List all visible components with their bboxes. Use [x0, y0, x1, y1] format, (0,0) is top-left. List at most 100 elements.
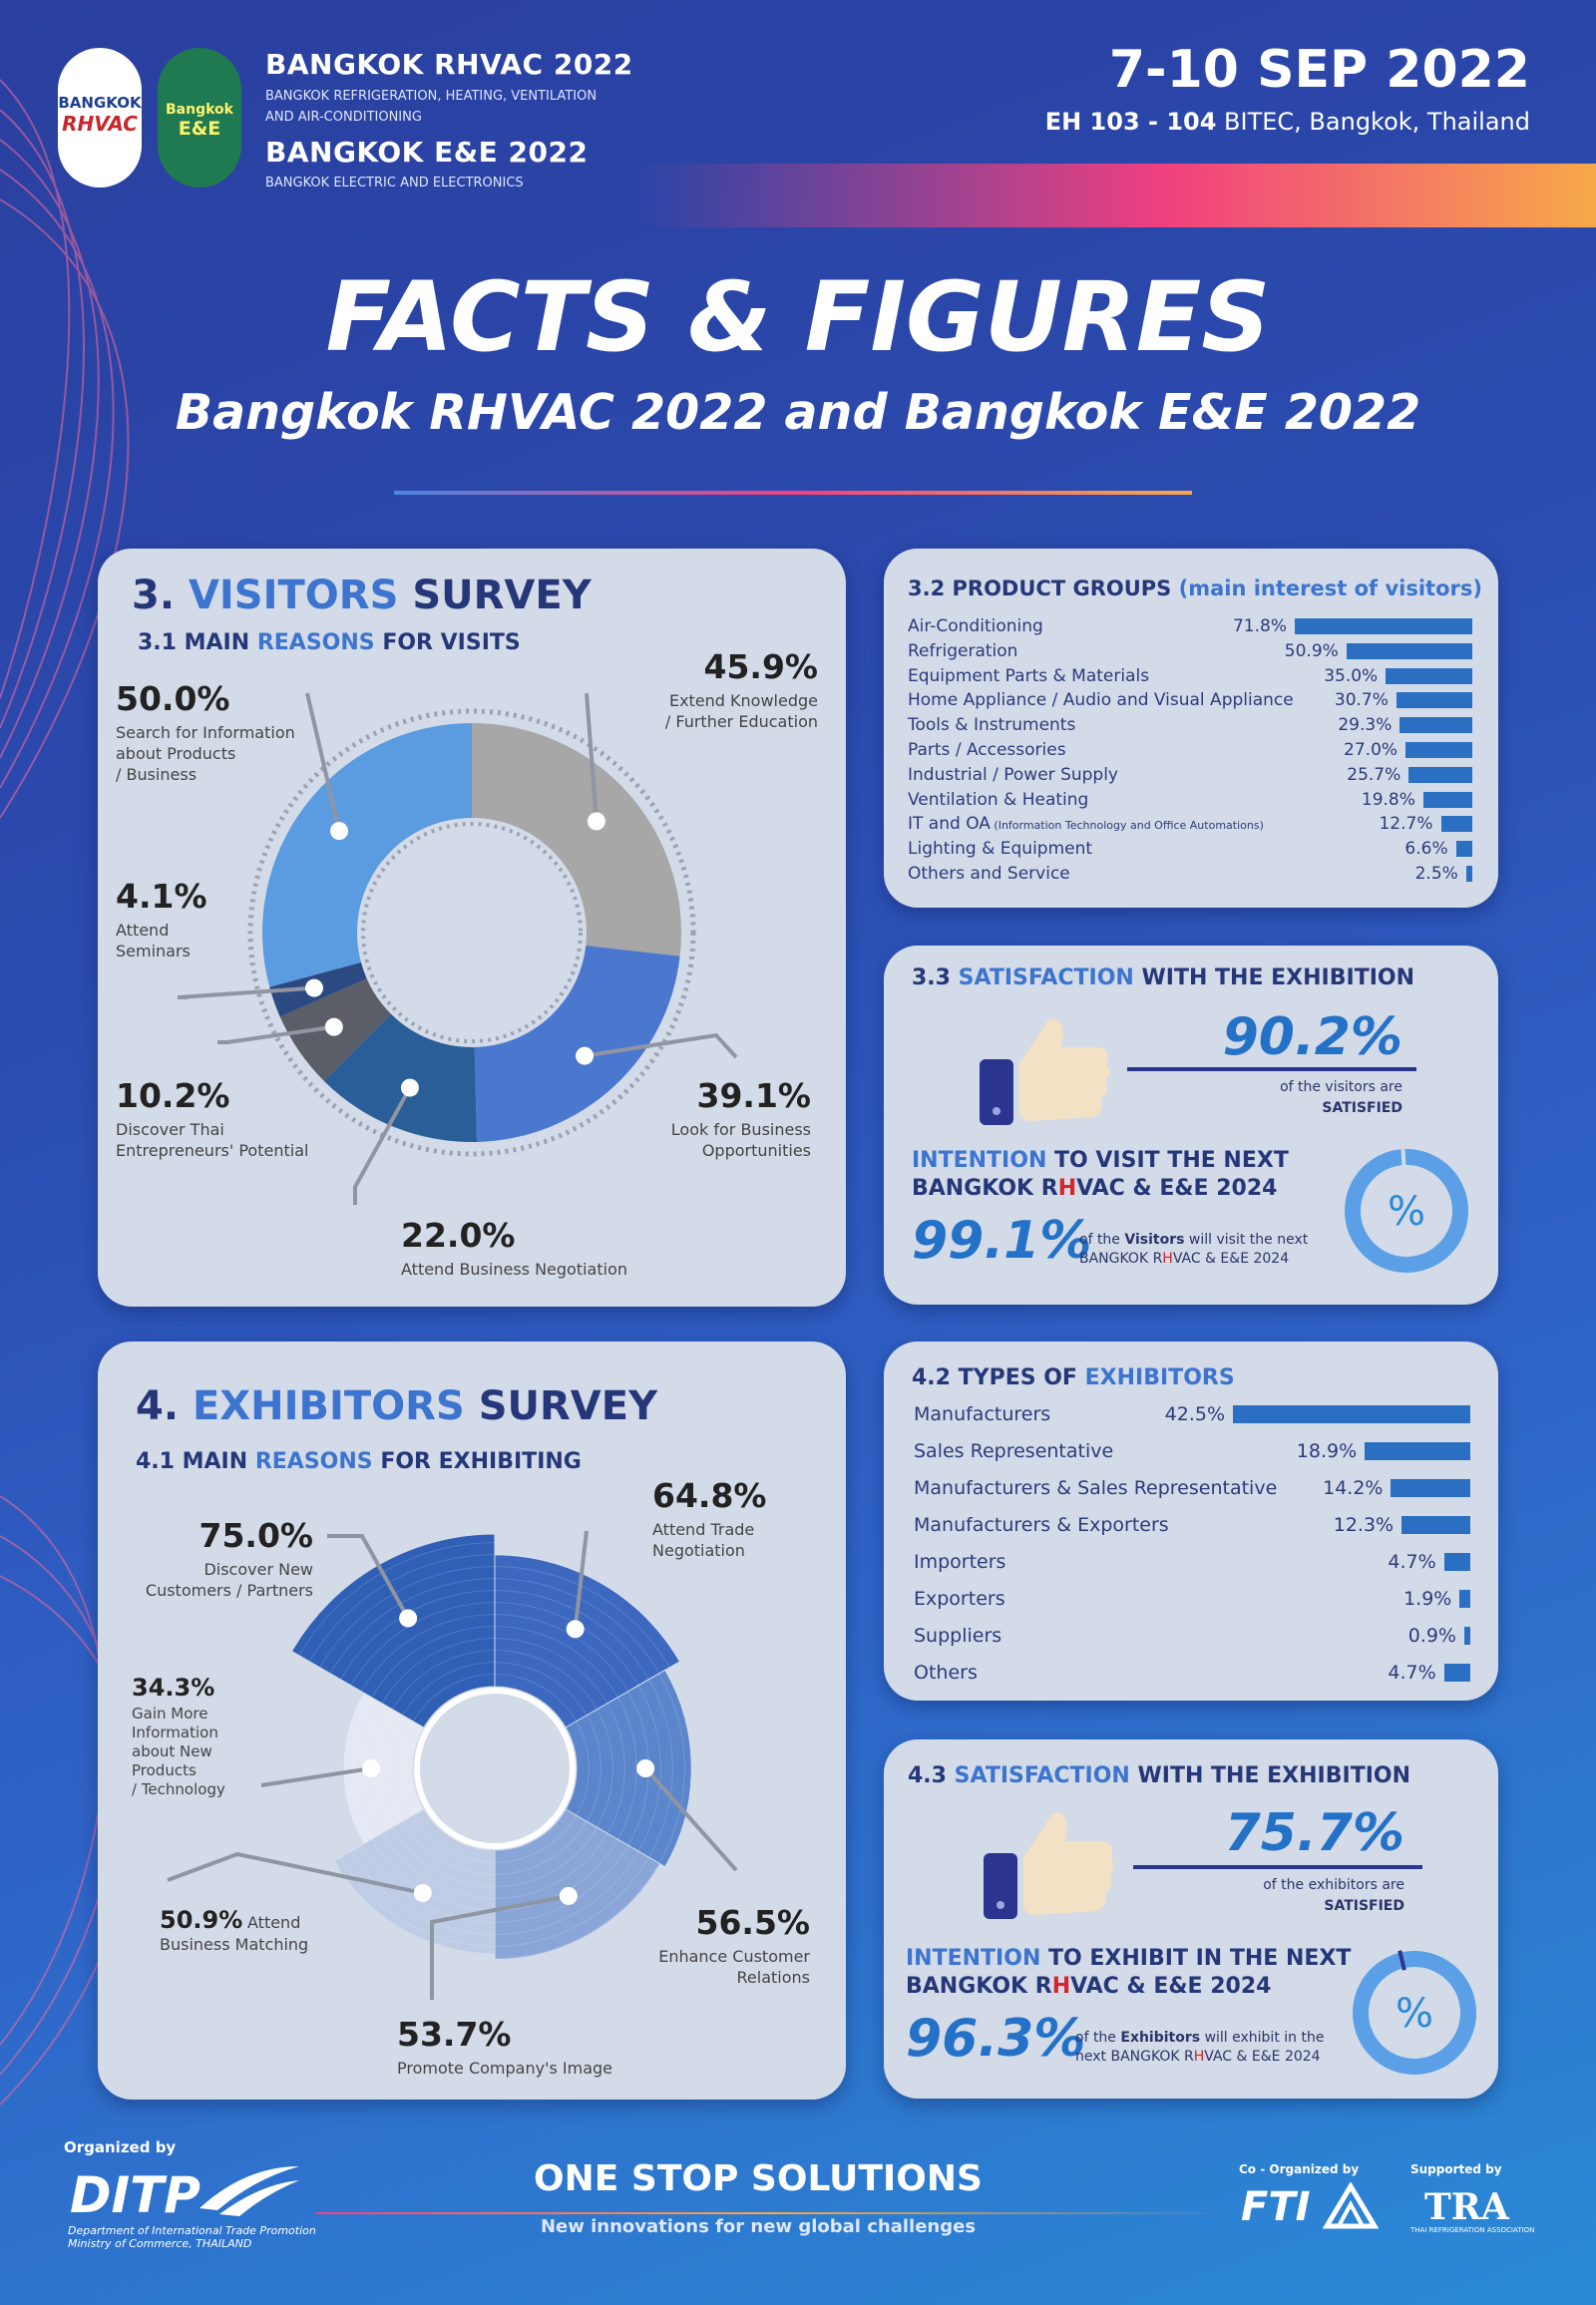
bar — [1365, 1442, 1470, 1460]
bar-value-label: 12.3% — [1304, 1514, 1394, 1536]
bar — [1399, 717, 1472, 733]
bar-category-label: Manufacturers — [914, 1403, 1050, 1425]
bar — [1408, 767, 1472, 783]
bar-category-label: Others and Service — [908, 864, 1070, 884]
rose-center-ring — [417, 1691, 573, 1846]
bar-value-label: 0.9% — [1367, 1625, 1456, 1647]
exhibit-reason-label-text: Negotiation — [652, 1541, 745, 1560]
bar-category-label: Manufacturers & Sales Representative — [914, 1477, 1277, 1499]
bar-value-label: 4.7% — [1347, 1662, 1436, 1684]
exhibitors-survey-card: 4. EXHIBITORS SURVEY 4.1 MAIN REASONS FO… — [98, 1342, 846, 2100]
rhvac-subtitle-2: AND AIR-CONDITIONING — [265, 107, 422, 128]
exhibit-reason-label-text: Enhance Customer — [658, 1947, 810, 1966]
exhibit-reason-label-text: Promote Company's Image — [397, 2059, 612, 2078]
exhibit-reason-label-text: Business Matching — [160, 1935, 308, 1954]
bar-category-label: Suppliers — [914, 1625, 1001, 1647]
visit-reason-label-text: / Business — [116, 765, 197, 784]
bar-value-label: 14.2% — [1293, 1477, 1383, 1499]
visit-reason-label: 45.9%Extend Knowledge/ Further Education — [665, 647, 818, 731]
organized-by-label: Organized by — [64, 2138, 176, 2156]
bar-value-label: 29.3% — [1302, 715, 1392, 735]
donut-inner-ring — [363, 824, 581, 1041]
slice-marker — [636, 1759, 654, 1777]
event-venue: EH 103 - 104 BITEC, Bangkok, Thailand — [1045, 108, 1530, 136]
event-date: 7-10 SEP 2022 — [1109, 40, 1530, 100]
bar — [1466, 866, 1472, 882]
satisfaction-rule — [1133, 1865, 1422, 1869]
bar — [1444, 1553, 1470, 1571]
exhibit-intention-desc: of the Exhibitors will exhibit in the ne… — [1075, 2029, 1324, 2067]
bar — [1401, 1516, 1470, 1534]
venue-hall: EH 103 - 104 — [1045, 108, 1217, 136]
exhibit-reason-label-text: Gain More — [132, 1705, 207, 1723]
bar-value-label: 18.9% — [1267, 1440, 1357, 1462]
visitors-survey-card: 3. VISITORS SURVEY 3.1 MAIN REASONS FOR … — [98, 549, 846, 1307]
bar — [1295, 618, 1472, 634]
bar-category-label: Equipment Parts & Materials — [908, 666, 1149, 686]
exhibit-intention-heading: INTENTION TO EXHIBIT IN THE NEXT BANGKOK… — [906, 1945, 1351, 2001]
bar-category-label: IT and OA (Information Technology and Of… — [908, 814, 1264, 834]
exhibit-reason-label-text: Information — [132, 1724, 218, 1741]
visit-reason-label-text: Entrepreneurs' Potential — [116, 1141, 308, 1160]
product-groups-bar-chart: Air-Conditioning 71.8% Refrigeration 50.9% E… — [884, 549, 1498, 908]
donut-slice — [472, 723, 681, 957]
exhibit-reason-label: 75.0%Discover NewCustomers / Partners — [146, 1516, 313, 1600]
bar — [1444, 1664, 1470, 1682]
header-gradient-band — [638, 164, 1596, 227]
visit-reason-label-text: about Products — [116, 744, 235, 763]
ditp-logo: DITP — [70, 2166, 200, 2224]
slice-marker — [567, 1620, 585, 1638]
exhibitor-types-bar-chart: Manufacturers 42.5% Sales Representative 18… — [884, 1342, 1498, 1701]
exhibit-reason-label-text: Discover New — [203, 1560, 313, 1579]
exhibit-reason-label-text: Attend Trade — [652, 1520, 754, 1539]
visit-reason-label-text: Attend Business Negotiation — [401, 1260, 627, 1279]
exhibitors-satisfied-percent: 75.7% — [1225, 1803, 1404, 1863]
bar-value-label: 25.7% — [1311, 765, 1400, 785]
slice-marker — [305, 979, 323, 997]
exhibit-reason-label-text: Relations — [737, 1968, 810, 1987]
slice-marker — [560, 1887, 578, 1905]
slice-marker — [588, 812, 605, 830]
visit-reason-label-text: Opportunities — [702, 1141, 811, 1160]
visit-intention-ring: % — [1341, 1145, 1472, 1277]
ee-subtitle: BANGKOK ELECTRIC AND ELECTRONICS — [265, 173, 524, 193]
visitors-satisfied-word: SATISFIED — [1322, 1100, 1402, 1116]
bar-category-label: Exporters — [914, 1588, 1005, 1610]
slice-marker — [362, 1759, 380, 1777]
bar — [1423, 792, 1472, 808]
bar-category-note: (Information Technology and Office Autom… — [991, 819, 1264, 832]
visit-reason-label: 39.1%Look for BusinessOpportunities — [671, 1076, 811, 1160]
bar-category-label: Industrial / Power Supply — [908, 765, 1118, 785]
visit-reason-label-value: 22.0% — [401, 1216, 516, 1255]
footer-rule — [315, 2212, 1233, 2214]
slice-marker — [414, 1884, 432, 1902]
bar — [1464, 1627, 1470, 1645]
exhibitors-satisfaction-title: 4.3 SATISFACTION WITH THE EXHIBITION — [908, 1763, 1410, 1788]
visitors-satisfaction-title: 3.3 SATISFACTION WITH THE EXHIBITION — [912, 965, 1414, 990]
exhibit-reason-label-text: Attend — [247, 1913, 300, 1932]
bar — [1233, 1405, 1470, 1423]
visit-intention-ring-gap — [1402, 1147, 1403, 1167]
exhibit-reason-label-value: 64.8% — [652, 1476, 767, 1515]
exhibit-reason-label-value: 53.7% — [397, 2015, 512, 2054]
rhvac-logo-text-2: RHVAC — [58, 112, 142, 136]
bar-category-label: Tools & Instruments — [908, 715, 1075, 735]
slogan: ONE STOP SOLUTIONS — [439, 2158, 1077, 2199]
bar-category-label: Air-Conditioning — [908, 616, 1043, 636]
bar — [1456, 841, 1472, 857]
bar-value-label: 6.6% — [1359, 839, 1448, 859]
bar-category-label: Parts / Accessories — [908, 740, 1066, 760]
bar — [1347, 643, 1472, 659]
bar-value-label: 50.9% — [1249, 641, 1339, 661]
bar — [1459, 1590, 1470, 1608]
bar-category-label: Importers — [914, 1551, 1005, 1573]
ee-logo-text-1: Bangkok — [158, 102, 241, 118]
exhibiting-rose-chart: 64.8%Attend TradeNegotiation56.5%Enhance… — [98, 1342, 846, 2100]
visit-reason-label-text: Extend Knowledge — [669, 691, 818, 710]
bar-category-label: Lighting & Equipment — [908, 839, 1092, 859]
bar — [1441, 816, 1472, 832]
visit-reason-label-text: Seminars — [116, 942, 191, 960]
visit-intention-desc: of the Visitors will visit the next BANG… — [1079, 1231, 1308, 1269]
thumbs-up-icon — [984, 1801, 1113, 1921]
